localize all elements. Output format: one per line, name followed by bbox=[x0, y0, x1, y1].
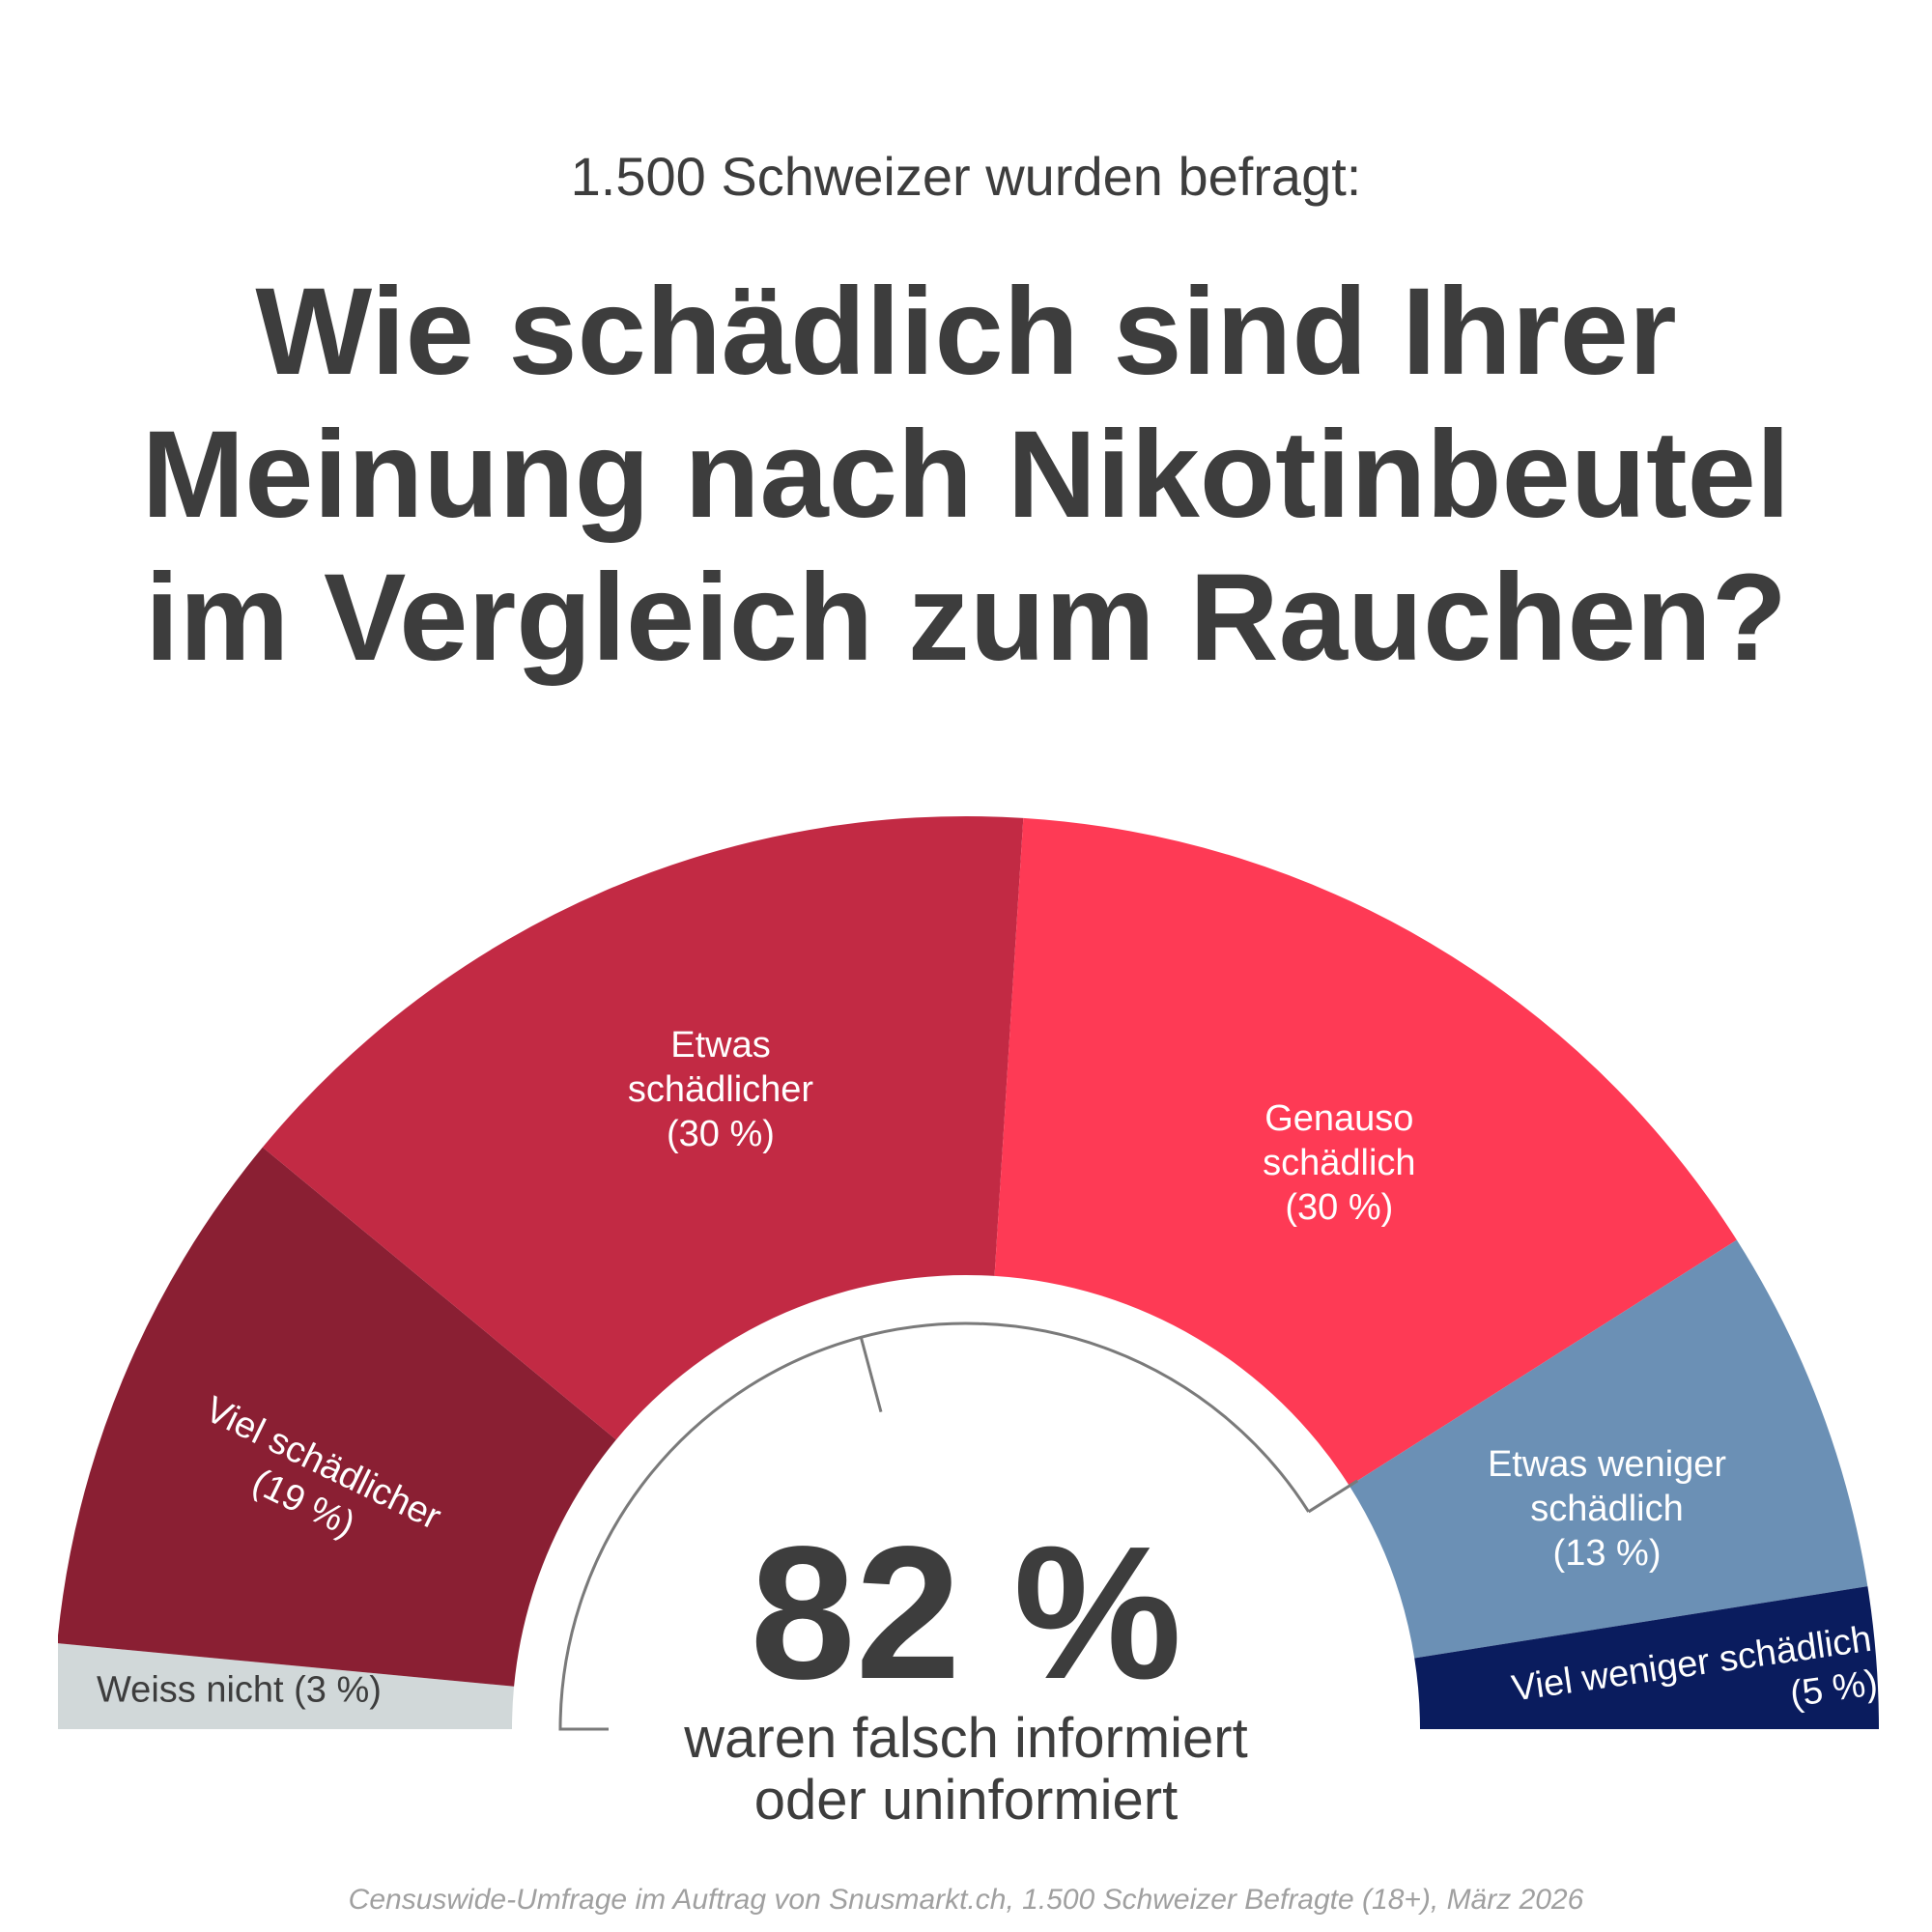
caption-line-2: oder uninformiert bbox=[753, 1769, 1179, 1832]
slice-group bbox=[58, 816, 1879, 1729]
chart-subtitle: 1.500 Schweizer wurden befragt: bbox=[570, 146, 1362, 207]
slice-viel-weniger-schädlich bbox=[1414, 1586, 1879, 1729]
title-line-3: im Vergleich zum Rauchen? bbox=[145, 549, 1787, 687]
source-note: Censuswide-Umfrage im Auftrag von Snusma… bbox=[348, 1884, 1584, 1916]
slice-label: Etwas weniger schädlich (13 %) bbox=[1488, 1444, 1726, 1574]
slice-label: Weiss nicht (3 %) bbox=[97, 1669, 382, 1710]
slice-viel-schädlicher bbox=[58, 1147, 616, 1687]
title-line-1: Wie schädlich sind Ihrer bbox=[255, 263, 1677, 401]
slice-etwas-weniger-schädlich bbox=[1349, 1239, 1868, 1659]
highlight-caption: waren falsch informiert oder uninformier… bbox=[0, 1708, 1932, 1832]
highlight-bracket bbox=[558, 1321, 1310, 1731]
slice-genauso-schädlich bbox=[994, 817, 1737, 1487]
chart-title: Wie schädlich sind Ihrer Meinung nach Ni… bbox=[0, 261, 1932, 690]
bracket-mid-tick bbox=[859, 1336, 883, 1412]
title-line-2: Meinung nach Nikotinbeutel bbox=[141, 406, 1791, 544]
slice-weiss-nicht bbox=[58, 1643, 515, 1729]
slice-label: Etwas schädlicher (30 %) bbox=[628, 1025, 814, 1154]
slice-etwas-schädlicher bbox=[262, 816, 1024, 1440]
caption-line-1: waren falsch informiert bbox=[684, 1707, 1248, 1770]
highlight-value: 82 % bbox=[750, 1507, 1182, 1719]
bracket-end-tick bbox=[1307, 1479, 1359, 1514]
slice-label: Genauso schädlich (30 %) bbox=[1263, 1098, 1415, 1228]
